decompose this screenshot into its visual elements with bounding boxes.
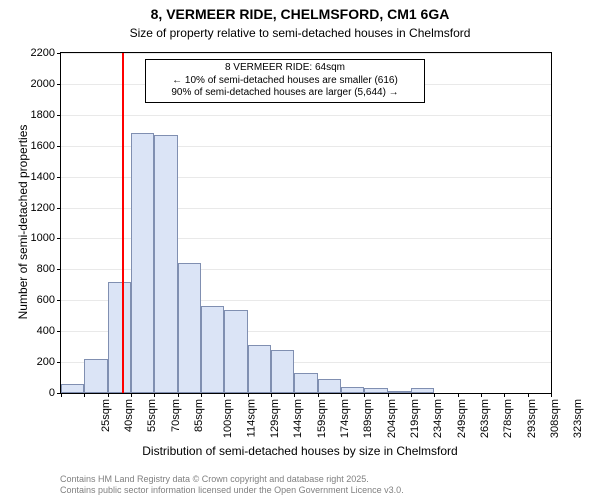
histogram-bar (108, 282, 131, 393)
x-tick-mark (504, 393, 505, 397)
x-tick-label: 100sqm (222, 399, 234, 438)
x-tick-label: 144sqm (292, 399, 304, 438)
plot-area: 0200400600800100012001400160018002000220… (60, 52, 552, 394)
x-tick-label: 234sqm (432, 399, 444, 438)
x-tick-mark (528, 393, 529, 397)
x-tick-mark (131, 393, 132, 397)
x-axis-label: Distribution of semi-detached houses by … (0, 444, 600, 458)
annotation-line2: ← 10% of semi-detached houses are smalle… (150, 75, 420, 88)
footer-line2: Contains public sector information licen… (60, 485, 404, 496)
histogram-bar (318, 379, 341, 393)
x-tick-mark (364, 393, 365, 397)
histogram-bar (224, 310, 247, 393)
x-tick-mark (458, 393, 459, 397)
x-tick-label: 249sqm (456, 399, 468, 438)
histogram-bar (271, 350, 294, 393)
x-tick-label: 323sqm (572, 399, 584, 438)
y-tick-label: 2000 (31, 78, 61, 90)
x-tick-mark (108, 393, 109, 397)
y-tick-label: 1800 (31, 109, 61, 121)
reference-line (122, 53, 124, 393)
chart-title: 8, VERMEER RIDE, CHELMSFORD, CM1 6GA (0, 6, 600, 22)
x-tick-mark (341, 393, 342, 397)
footer: Contains HM Land Registry data © Crown c… (60, 474, 404, 496)
y-tick-label: 1000 (31, 232, 61, 244)
x-tick-mark (481, 393, 482, 397)
x-tick-mark (294, 393, 295, 397)
histogram-bar (388, 391, 411, 393)
x-tick-label: 40sqm (123, 399, 135, 432)
x-tick-mark (84, 393, 85, 397)
histogram-bar (154, 135, 177, 393)
x-tick-label: 174sqm (339, 399, 351, 438)
y-tick-label: 2200 (31, 47, 61, 59)
x-tick-label: 159sqm (316, 399, 328, 438)
x-tick-label: 25sqm (100, 399, 112, 432)
histogram-bar (364, 388, 387, 393)
x-tick-mark (224, 393, 225, 397)
y-tick-label: 400 (37, 325, 61, 337)
chart-subtitle: Size of property relative to semi-detach… (0, 26, 600, 40)
x-tick-label: 114sqm (245, 399, 257, 437)
y-tick-label: 800 (37, 263, 61, 275)
y-tick-label: 1400 (31, 171, 61, 183)
annotation-box: 8 VERMEER RIDE: 64sqm ← 10% of semi-deta… (145, 59, 425, 103)
y-tick-label: 0 (49, 387, 61, 399)
x-tick-label: 219sqm (409, 399, 421, 438)
y-tick-label: 200 (37, 356, 61, 368)
annotation-line3: 90% of semi-detached houses are larger (… (150, 87, 420, 100)
y-tick-label: 600 (37, 294, 61, 306)
x-tick-mark (411, 393, 412, 397)
histogram-bar (248, 345, 271, 393)
x-tick-mark (271, 393, 272, 397)
histogram-bar (411, 388, 434, 393)
x-tick-mark (248, 393, 249, 397)
histogram-bar (201, 306, 224, 393)
histogram-bar (341, 387, 364, 393)
x-tick-mark (61, 393, 62, 397)
x-tick-label: 70sqm (170, 399, 182, 432)
x-tick-label: 293sqm (526, 399, 538, 438)
histogram-bar (131, 133, 154, 393)
x-tick-mark (154, 393, 155, 397)
y-tick-label: 1200 (31, 202, 61, 214)
histogram-bar (61, 384, 84, 393)
x-tick-mark (201, 393, 202, 397)
gridline (61, 115, 551, 116)
histogram-bar (294, 373, 317, 393)
x-tick-label: 278sqm (502, 399, 514, 438)
histogram-bar (178, 263, 201, 393)
x-tick-mark (318, 393, 319, 397)
gridline (61, 53, 551, 54)
x-tick-mark (551, 393, 552, 397)
annotation-line1: 8 VERMEER RIDE: 64sqm (150, 62, 420, 75)
x-tick-label: 263sqm (479, 399, 491, 438)
x-tick-mark (434, 393, 435, 397)
x-tick-label: 85sqm (193, 399, 205, 432)
x-tick-mark (388, 393, 389, 397)
x-tick-label: 204sqm (386, 399, 398, 438)
y-tick-label: 1600 (31, 140, 61, 152)
x-tick-mark (178, 393, 179, 397)
x-tick-label: 55sqm (146, 399, 158, 432)
x-tick-label: 308sqm (549, 399, 561, 438)
histogram-bar (84, 359, 107, 393)
x-tick-label: 189sqm (362, 399, 374, 438)
x-tick-label: 129sqm (269, 399, 281, 438)
footer-line1: Contains HM Land Registry data © Crown c… (60, 474, 404, 485)
y-axis-label: Number of semi-detached properties (16, 52, 30, 392)
